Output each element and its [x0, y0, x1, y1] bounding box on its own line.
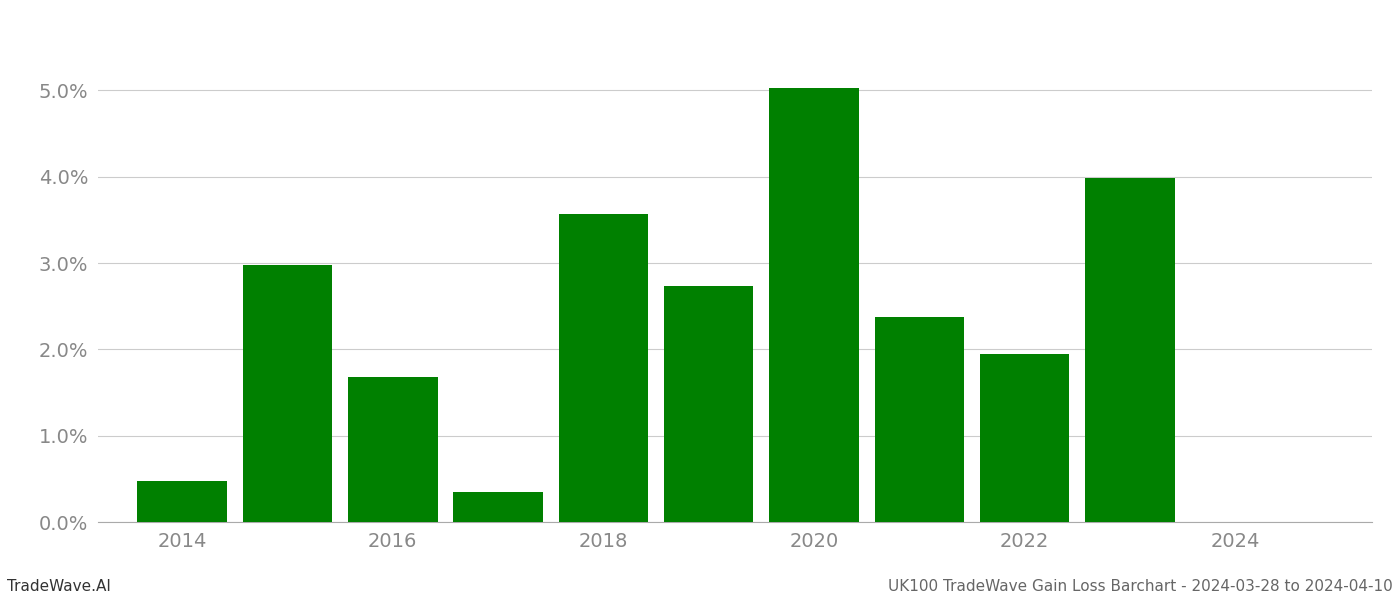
- Bar: [980, 353, 1070, 522]
- Text: TradeWave.AI: TradeWave.AI: [7, 579, 111, 594]
- Bar: [559, 214, 648, 522]
- Bar: [875, 317, 965, 522]
- Text: UK100 TradeWave Gain Loss Barchart - 2024-03-28 to 2024-04-10: UK100 TradeWave Gain Loss Barchart - 202…: [888, 579, 1393, 594]
- Bar: [454, 492, 543, 522]
- Bar: [769, 88, 858, 522]
- Bar: [137, 481, 227, 522]
- Bar: [349, 377, 438, 522]
- Bar: [664, 286, 753, 522]
- Bar: [1085, 178, 1175, 522]
- Bar: [242, 265, 332, 522]
